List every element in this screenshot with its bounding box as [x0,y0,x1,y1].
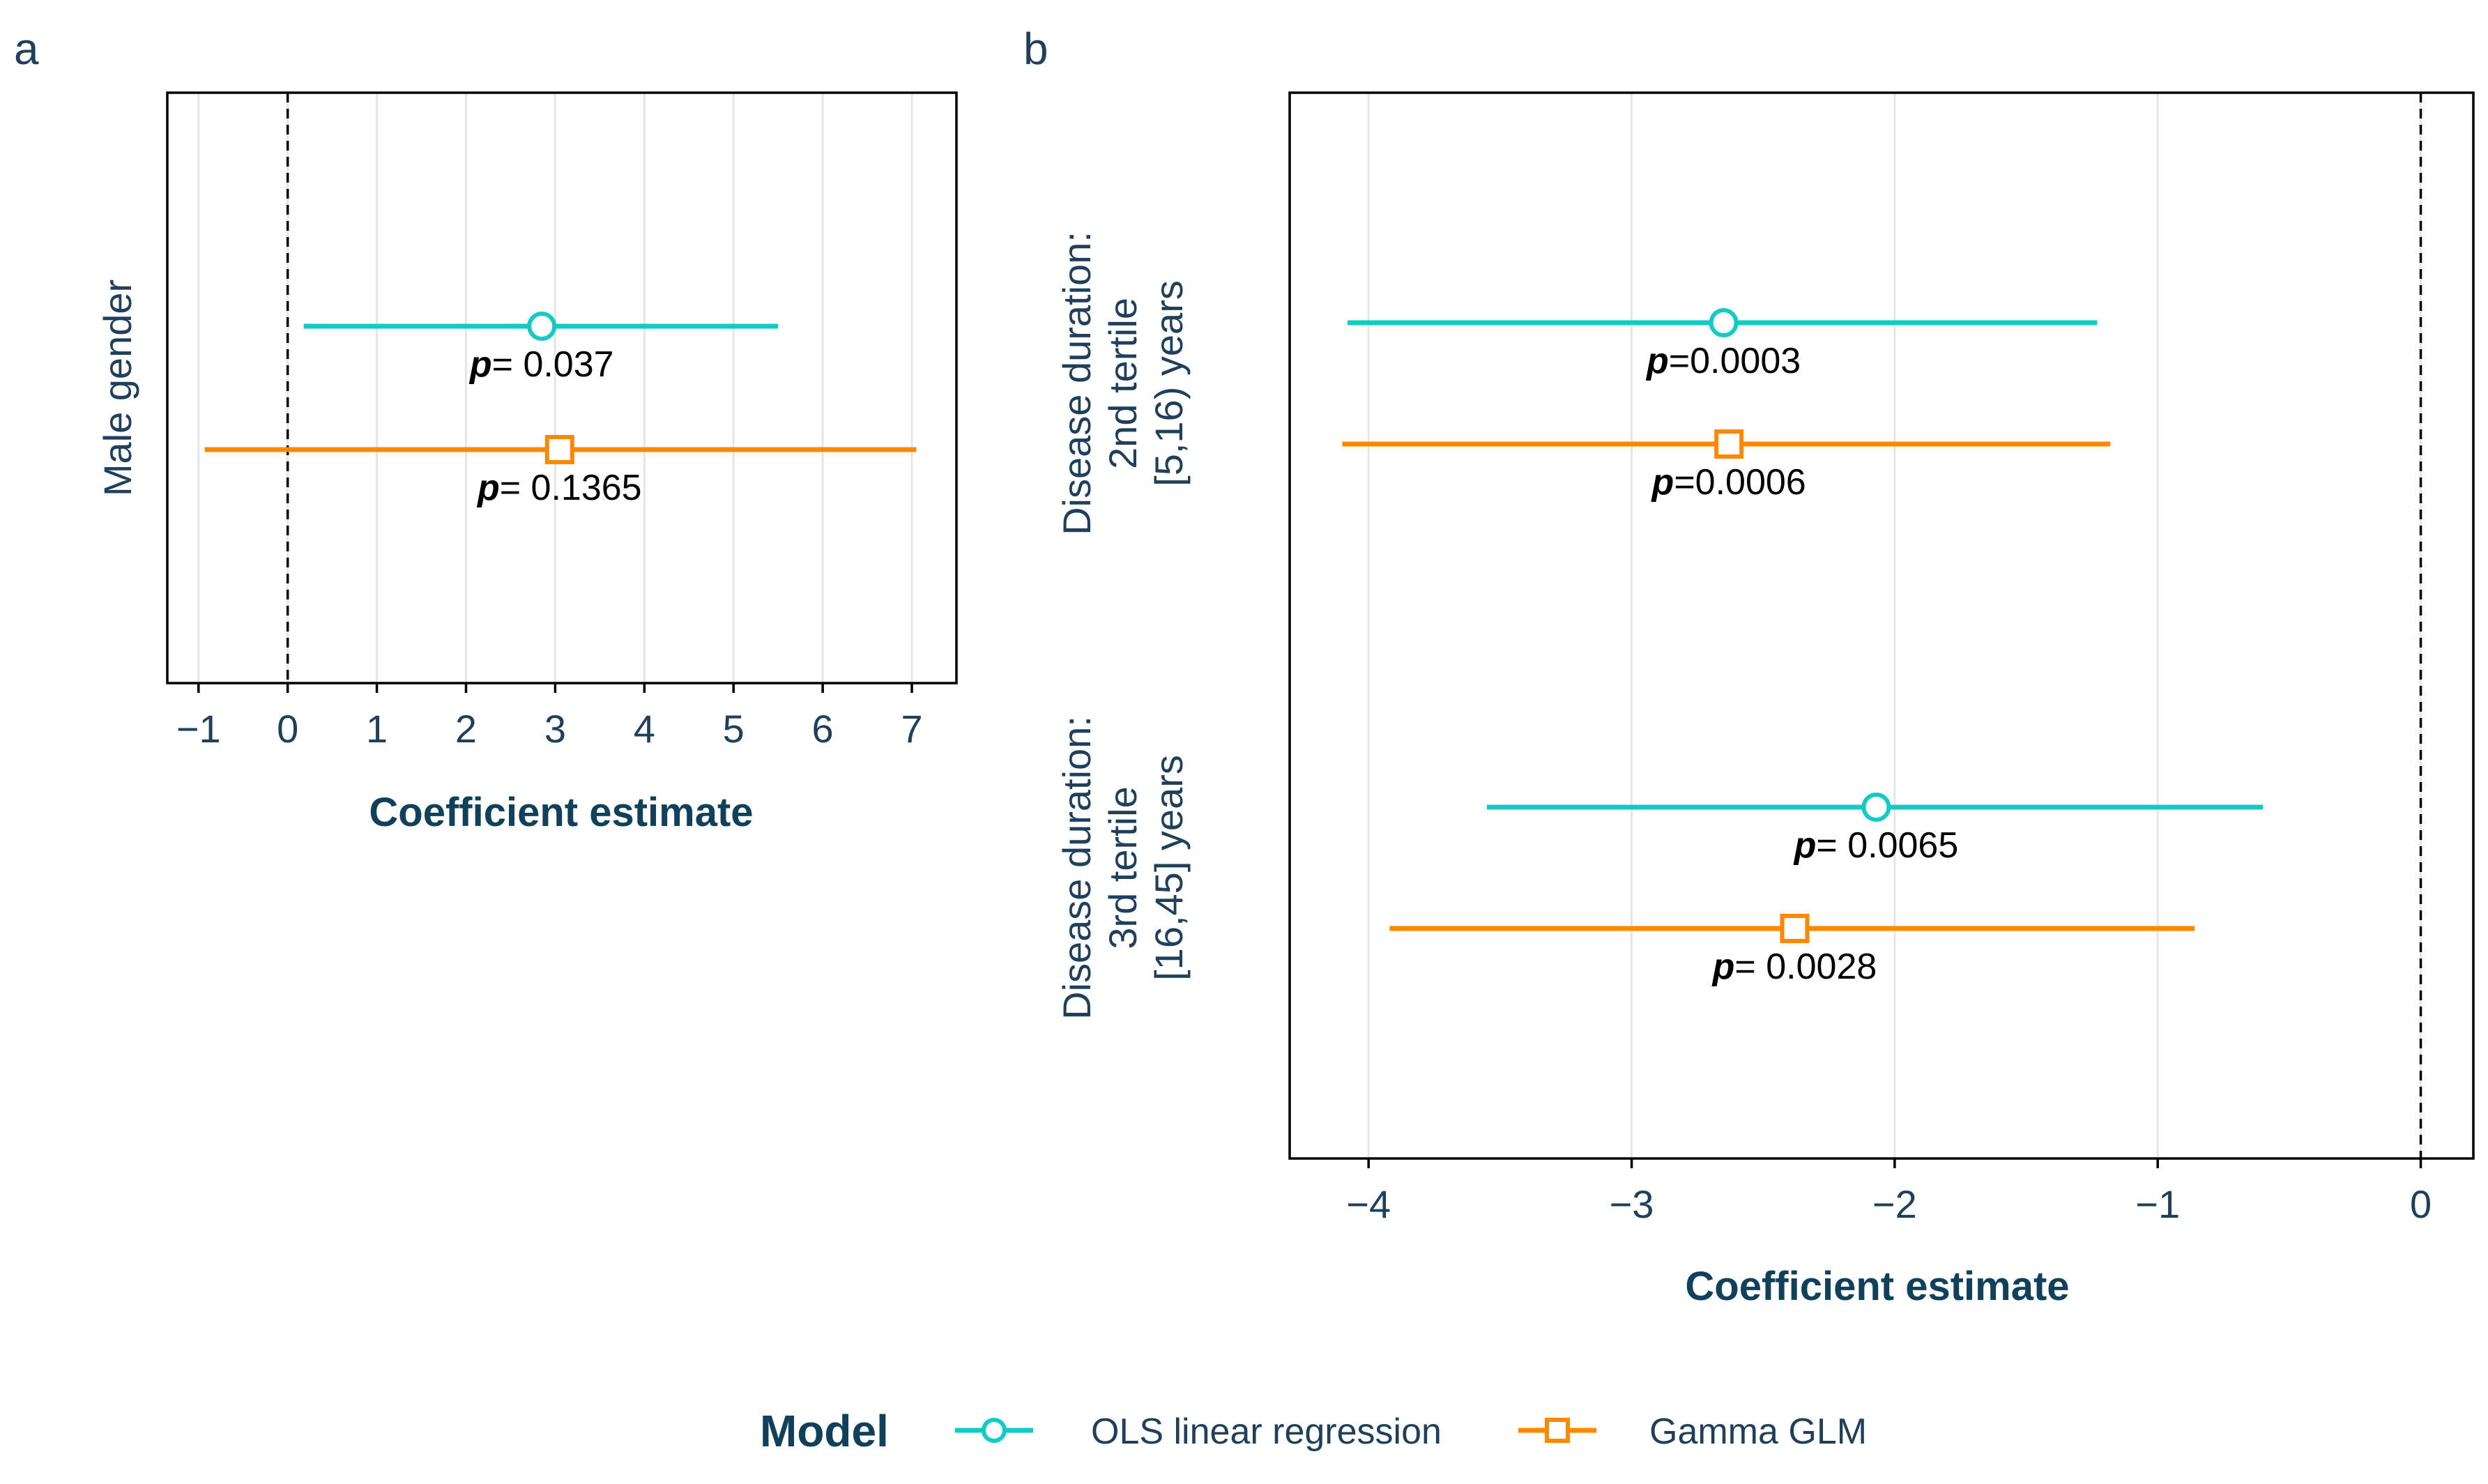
p-value-label: p= 0.0028 [1711,947,1877,987]
x-tick-label: 3 [544,707,566,751]
panel-b-gridlines [1367,93,2422,1158]
legend-square-icon [1545,1418,1570,1443]
p-value-label: p= 0.1365 [476,468,642,508]
panel-a-x-axis: −1 0 1 2 3 4 5 6 7 [176,683,923,751]
p-value: = 0.1365 [500,468,642,508]
x-tick-label: −1 [176,707,221,751]
panel-a-frame [166,91,958,684]
legend-item-ols: OLS linear regression [955,1412,1442,1452]
p-symbol: p [468,344,492,385]
panel-b-y-labels: Disease duration: 2nd tertile [5,16) years… [1055,231,1191,1020]
legend: Model OLS linear regression Gamma GLM [760,1406,1867,1456]
legend-label: OLS linear regression [1091,1412,1442,1452]
gamma-point-estimate [1714,429,1744,459]
x-tick-label: −1 [2135,1182,2180,1226]
x-tick-label: 0 [277,707,298,751]
p-value: =0.0003 [1669,341,1801,381]
y-category-label-line: [16,45] years [1147,755,1191,981]
ols-point-estimate [1861,793,1891,822]
legend-label: Gamma GLM [1649,1412,1867,1452]
y-category-label: Disease duration: 3rd tertile [16,45] year… [1055,716,1191,1020]
y-category-label: Disease duration: 2nd tertile [5,16) years [1055,231,1191,535]
p-value-label: p=0.0006 [1651,462,1806,503]
p-symbol: p [476,468,500,508]
y-category-label-line: Disease duration: [1055,716,1099,1020]
y-category-label-line: 2nd tertile [1101,298,1145,469]
gamma-point-estimate [1780,914,1810,943]
x-tick-label: 0 [2410,1182,2432,1226]
x-tick-label: −2 [1872,1182,1917,1226]
panel-a-x-axis-title: Coefficient estimate [369,790,753,835]
p-value: = 0.0028 [1734,947,1877,987]
legend-title: Model [760,1406,889,1456]
gamma-point-estimate [544,435,574,464]
x-tick-label: 2 [455,707,477,751]
p-value-label: p= 0.0065 [1793,825,1959,866]
x-tick-label: −3 [1610,1182,1654,1226]
x-tick-label: 4 [634,707,655,751]
p-value-label: p= 0.037 [468,344,614,385]
x-tick-label: −4 [1346,1182,1391,1226]
y-category-label: Male gender [96,280,139,496]
panel-a-y-labels: Male gender [96,280,139,496]
x-tick-label: 7 [901,707,922,751]
p-symbol: p [1793,825,1817,866]
p-value-label: p=0.0003 [1645,341,1801,381]
panel-a-gridlines [197,93,913,683]
legend-circle-icon [982,1418,1007,1443]
y-category-label-line: Male gender [96,280,139,496]
p-value: = 0.037 [492,344,614,385]
ols-point-estimate [527,312,557,341]
x-tick-label: 1 [366,707,388,751]
p-value: = 0.0065 [1816,825,1958,866]
panel-b-x-axis: −4 −3 −2 −1 0 [1346,1158,2432,1226]
x-tick-label: 5 [723,707,745,751]
p-symbol: p [1645,341,1669,381]
legend-item-gamma: Gamma GLM [1518,1412,1867,1452]
y-category-label-line: 3rd tertile [1101,786,1145,949]
panel-b-x-axis-title: Coefficient estimate [1685,1264,2069,1309]
legend-items: OLS linear regression Gamma GLM [955,1412,1867,1452]
panel-b-letter: b [1023,24,1048,74]
p-value: =0.0006 [1674,462,1806,503]
y-category-label-line: Disease duration: [1055,231,1099,535]
panel-a-letter: a [14,24,39,74]
y-category-label-line: [5,16) years [1147,280,1191,487]
p-symbol: p [1711,947,1735,987]
x-tick-label: 6 [812,707,834,751]
panel-b-frame [1288,91,2475,1160]
p-symbol: p [1651,462,1674,503]
ols-point-estimate [1709,308,1739,337]
